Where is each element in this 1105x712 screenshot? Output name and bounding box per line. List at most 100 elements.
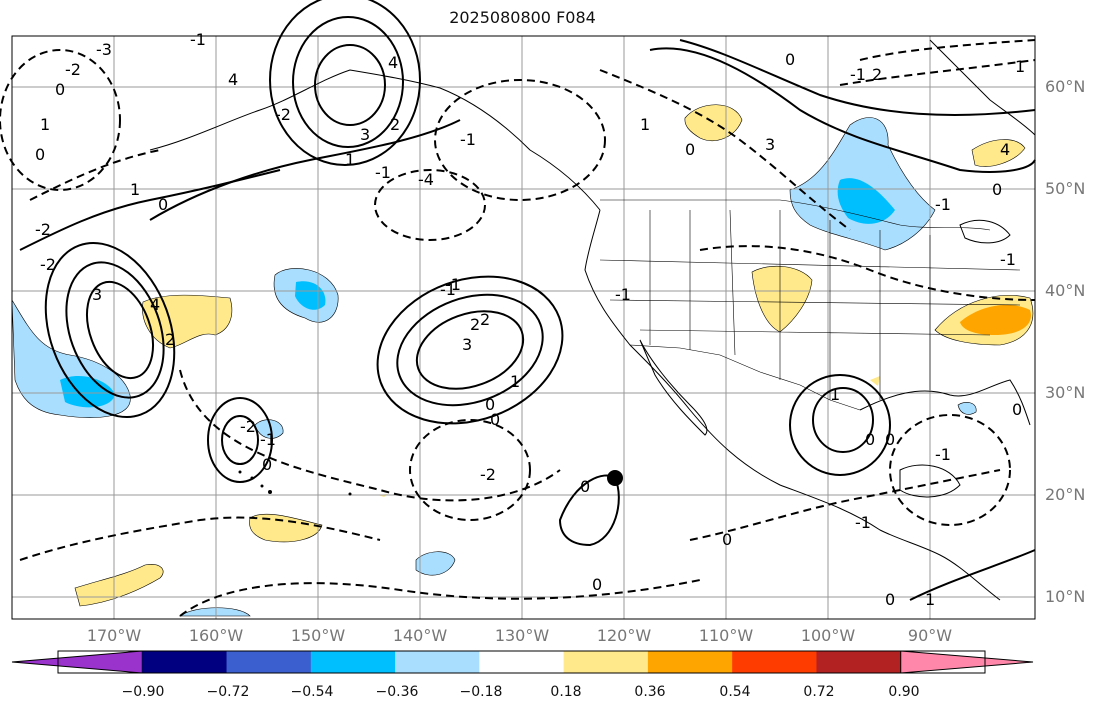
contour-label: 0 (785, 50, 795, 69)
contour-labels: 3 2 4 1 3 2 4 1 3 2 1 2 3 4 1 2 1 1 1 1 … (35, 30, 1025, 609)
contour-label: -1 (260, 430, 276, 449)
blue-shading-area (254, 419, 284, 439)
contour-label: -1 (850, 65, 866, 84)
longitude-label: 140°W (392, 626, 448, 645)
longitude-label: 150°W (290, 626, 346, 645)
coastlines (149, 39, 1036, 601)
contour-label: 3 (765, 135, 775, 154)
colorbar-tick-label: −0.72 (206, 684, 250, 700)
longitude-label: 100°W (800, 626, 856, 645)
positive-contours (19, 0, 1036, 601)
great-lakes (959, 219, 1011, 244)
contour-label: -1 (935, 195, 951, 214)
alaska-coastline (149, 69, 601, 211)
contour-label: -4 (418, 170, 434, 189)
orange-shading-area (960, 304, 1031, 335)
contour-label: 0 (55, 80, 65, 99)
shading-layer (11, 104, 1034, 617)
yellow-shading-area (74, 564, 164, 607)
contour-label: 0 (992, 180, 1002, 199)
graticule (12, 36, 1035, 619)
colorbar-tick-label: 0.54 (719, 684, 751, 700)
contour-label: -2 (40, 255, 56, 274)
yucatan (899, 464, 961, 498)
contour-label: 0 (490, 410, 500, 429)
yellow-shading-area (971, 139, 1026, 167)
blue-shading-area (415, 551, 456, 576)
latitude-label: 10°N (1045, 587, 1086, 606)
colorbar-tick-label: −0.36 (375, 684, 419, 700)
contour-label: 1 (640, 115, 650, 134)
contour-label: -1 (445, 275, 461, 294)
us-canada-border (600, 199, 991, 231)
longitude-label: 120°W (596, 626, 652, 645)
contour-label: -1 (855, 513, 871, 532)
contour-label: 1 (130, 180, 140, 199)
contour-label: 4 (1000, 140, 1010, 159)
negative-contours (0, 39, 1036, 617)
baja-california (639, 339, 708, 436)
contour-label: 2 (390, 115, 400, 134)
contour-label: 3 (92, 285, 102, 304)
blue-core-area (837, 178, 895, 224)
longitude-label: 110°W (698, 626, 754, 645)
colorbar-tick-label: 0.36 (634, 684, 666, 700)
contour-label: 2 (480, 310, 490, 329)
contour-label: 0 (485, 395, 495, 414)
longitude-label: 90°W (907, 626, 953, 645)
contour-label: 3 (462, 335, 472, 354)
latitude-label: 20°N (1045, 485, 1086, 504)
contour-label: 1 (925, 590, 935, 609)
contour-label: 1 (830, 385, 840, 404)
contour-label: 2 (872, 65, 882, 84)
longitude-label: 160°W (188, 626, 244, 645)
colorbar-tick-label: 0.18 (550, 684, 582, 700)
colorbar-tick-label: −0.18 (459, 684, 503, 700)
latitude-label: 60°N (1045, 77, 1086, 96)
contour-label: 0 (885, 590, 895, 609)
contour-label: -3 (96, 40, 112, 59)
contour-label: -1 (460, 130, 476, 149)
contour-label: 0 (262, 455, 272, 474)
political-borders (599, 199, 1021, 411)
yellow-shading-area (870, 376, 880, 386)
longitude-label: 170°W (86, 626, 142, 645)
north-america-west-coast (584, 209, 1001, 601)
contour-label: 2 (470, 315, 480, 334)
gulf-coast (859, 379, 1031, 426)
contour-label: 3 (360, 125, 370, 144)
blue-shading-area (179, 607, 251, 617)
yellow-shading-area (142, 294, 233, 349)
location-marker (607, 470, 623, 486)
contour-label: 0 (685, 140, 695, 159)
contour-label: 4 (228, 70, 238, 89)
blue-core-area (60, 375, 115, 408)
map-title: 2025080800 F084 (449, 8, 596, 27)
contour-label: 0 (865, 430, 875, 449)
contour-label: 0 (580, 477, 590, 496)
contour-label: 1 (345, 150, 355, 169)
contour-label: 1 (40, 115, 50, 134)
map-frame (11, 35, 1036, 620)
contour-label: 0 (592, 575, 602, 594)
yellow-shading-area (249, 513, 323, 543)
contour-label: 2 (165, 330, 175, 349)
contour-label: -1 (190, 30, 206, 49)
latitude-label: 50°N (1045, 179, 1086, 198)
hudson-bay-region (929, 39, 1036, 136)
latitude-label: 40°N (1045, 281, 1086, 300)
contour-label: 4 (150, 295, 160, 314)
colorbar-tick-label: 0.72 (803, 684, 835, 700)
contour-label: -2 (35, 220, 51, 239)
contour-label: -1 (615, 285, 631, 304)
contour-label: 0 (1012, 400, 1022, 419)
colorbar-tick-label: 0.90 (888, 684, 920, 700)
contour-label: 1 (510, 372, 520, 391)
latitude-label: 30°N (1045, 383, 1086, 402)
contour-label: 0 (35, 145, 45, 164)
contour-label: 1 (1015, 57, 1025, 76)
contour-label: 0 (885, 430, 895, 449)
colorbar-tick-label: −0.90 (121, 684, 165, 700)
contour-label: -2 (65, 60, 81, 79)
